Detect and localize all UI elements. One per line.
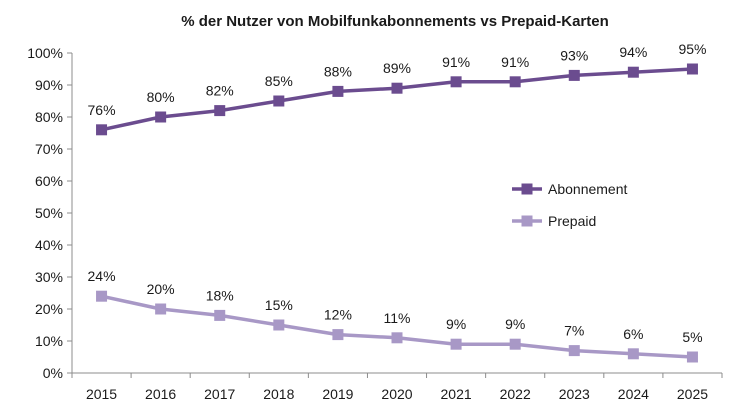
data-label-abonnement: 91% <box>501 54 529 70</box>
data-point-prepaid <box>686 351 698 363</box>
data-label-prepaid: 20% <box>147 281 175 297</box>
data-point-prepaid <box>450 338 462 350</box>
data-point-abonnement <box>627 66 639 78</box>
chart-title: % der Nutzer von Mobilfunkabonnements vs… <box>181 13 609 30</box>
y-tick-label: 60% <box>35 173 63 189</box>
data-point-abonnement <box>214 105 226 117</box>
x-tick-label: 2025 <box>677 386 708 402</box>
x-tick-label: 2024 <box>618 386 649 402</box>
data-label-prepaid: 12% <box>324 307 352 323</box>
legend: Abonnement Prepaid <box>512 181 628 229</box>
data-label-prepaid: 11% <box>384 310 411 326</box>
y-tick-label: 80% <box>35 109 63 125</box>
data-point-abonnement <box>568 69 580 81</box>
x-tick-label: 2017 <box>204 386 235 402</box>
data-point-prepaid <box>96 290 108 302</box>
data-label-abonnement: 85% <box>265 73 293 89</box>
y-tick-label: 40% <box>35 237 63 253</box>
x-tick-label: 2016 <box>145 386 176 402</box>
y-tick-label: 10% <box>35 333 63 349</box>
y-tick-label: 50% <box>35 205 63 221</box>
x-tick-label: 2023 <box>559 386 590 402</box>
data-point-prepaid <box>214 309 226 321</box>
data-point-abonnement <box>391 82 403 94</box>
x-tick-label: 2019 <box>322 386 353 402</box>
data-label-abonnement: 82% <box>206 83 234 99</box>
data-label-prepaid: 24% <box>88 268 116 284</box>
legend-marker-prepaid <box>521 215 533 227</box>
data-point-prepaid <box>509 338 521 350</box>
data-label-abonnement: 91% <box>442 54 470 70</box>
data-point-abonnement <box>96 124 108 136</box>
data-point-abonnement <box>450 76 462 88</box>
x-tick-label: 2015 <box>86 386 117 402</box>
data-label-abonnement: 76% <box>88 102 116 118</box>
data-point-abonnement <box>155 111 167 123</box>
data-label-abonnement: 95% <box>678 41 706 57</box>
axes: 0% 10% 20% 30% 40% 50% 60% 70% 80% 90% 100% 2015 201… <box>27 45 723 402</box>
data-point-abonnement <box>509 76 521 88</box>
y-tick-label: 90% <box>35 77 63 93</box>
data-label-prepaid: 7% <box>564 323 584 339</box>
data-point-prepaid <box>627 348 639 360</box>
data-label-prepaid: 15% <box>265 297 293 313</box>
legend-marker-abonnement <box>521 183 533 195</box>
data-label-abonnement: 89% <box>383 60 411 76</box>
legend-label-abonnement: Abonnement <box>548 181 628 197</box>
x-tick-label: 2018 <box>263 386 294 402</box>
y-tick-label: 100% <box>27 45 63 61</box>
x-tick-label: 2022 <box>500 386 531 402</box>
data-label-abonnement: 93% <box>560 47 588 63</box>
data-point-prepaid <box>568 345 580 357</box>
data-label-abonnement: 80% <box>147 89 175 105</box>
data-point-prepaid <box>155 303 167 315</box>
series-prepaid: 24% 20% 18% 15% 12% 11% 9% 9% 7% 6% 5% <box>88 268 703 363</box>
y-tick-label: 0% <box>43 365 63 381</box>
y-tick-label: 70% <box>35 141 63 157</box>
data-point-prepaid <box>332 329 344 341</box>
data-point-prepaid <box>391 332 403 344</box>
series-line-abonnement <box>101 67 693 132</box>
x-tick-label: 2020 <box>381 386 412 402</box>
data-point-abonnement <box>686 63 698 75</box>
y-tick-label: 20% <box>35 301 63 317</box>
data-label-prepaid: 9% <box>505 316 525 332</box>
data-label-prepaid: 5% <box>682 329 702 345</box>
legend-item-prepaid: Prepaid <box>512 213 596 229</box>
series-line-prepaid <box>101 294 693 359</box>
legend-item-abonnement: Abonnement <box>512 181 628 197</box>
legend-label-prepaid: Prepaid <box>548 213 596 229</box>
y-tick-label: 30% <box>35 269 63 285</box>
data-point-abonnement <box>332 85 344 97</box>
data-point-prepaid <box>273 319 285 331</box>
data-label-abonnement: 88% <box>324 63 352 79</box>
data-label-prepaid: 18% <box>206 287 234 303</box>
data-point-abonnement <box>273 95 285 107</box>
data-label-abonnement: 94% <box>619 44 647 60</box>
data-label-prepaid: 9% <box>446 316 466 332</box>
x-tick-label: 2021 <box>441 386 472 402</box>
series-layer: 76% 80% 82% 85% 88% 89% 91% 91% 93% 94% 95% 24% 20% 1… <box>88 41 706 363</box>
series-abonnement: 76% 80% 82% 85% 88% 89% 91% 91% 93% 94% 95% <box>88 41 706 136</box>
data-label-prepaid: 6% <box>623 326 643 342</box>
